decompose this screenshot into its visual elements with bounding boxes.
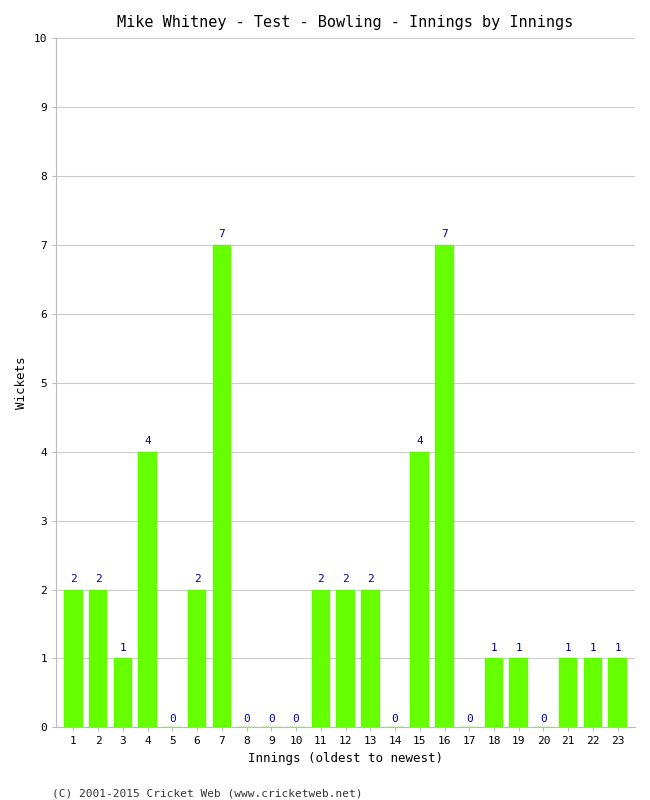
Bar	[138, 452, 157, 727]
Text: 1: 1	[590, 643, 596, 653]
Text: 1: 1	[491, 643, 497, 653]
Bar	[436, 245, 454, 727]
Title: Mike Whitney - Test - Bowling - Innings by Innings: Mike Whitney - Test - Bowling - Innings …	[118, 15, 574, 30]
Bar	[361, 590, 380, 727]
Text: 0: 0	[466, 714, 473, 724]
Text: 0: 0	[169, 714, 176, 724]
Text: 1: 1	[614, 643, 621, 653]
Bar	[311, 590, 330, 727]
Bar	[114, 658, 132, 727]
Bar	[485, 658, 503, 727]
Text: 4: 4	[417, 436, 423, 446]
Text: (C) 2001-2015 Cricket Web (www.cricketweb.net): (C) 2001-2015 Cricket Web (www.cricketwe…	[52, 788, 363, 798]
Text: 2: 2	[317, 574, 324, 584]
Text: 1: 1	[515, 643, 522, 653]
Text: 1: 1	[120, 643, 126, 653]
Text: 2: 2	[95, 574, 101, 584]
Text: 7: 7	[441, 230, 448, 239]
Text: 0: 0	[268, 714, 275, 724]
Bar	[584, 658, 602, 727]
Bar	[608, 658, 627, 727]
Bar	[213, 245, 231, 727]
Text: 2: 2	[194, 574, 200, 584]
X-axis label: Innings (oldest to newest): Innings (oldest to newest)	[248, 752, 443, 765]
Y-axis label: Wickets: Wickets	[15, 357, 28, 409]
Bar	[188, 590, 207, 727]
Text: 0: 0	[540, 714, 547, 724]
Text: 2: 2	[367, 574, 374, 584]
Bar	[510, 658, 528, 727]
Text: 4: 4	[144, 436, 151, 446]
Bar	[89, 590, 107, 727]
Text: 1: 1	[565, 643, 571, 653]
Text: 0: 0	[292, 714, 300, 724]
Bar	[559, 658, 577, 727]
Bar	[336, 590, 355, 727]
Text: 0: 0	[243, 714, 250, 724]
Text: 0: 0	[392, 714, 398, 724]
Text: 2: 2	[342, 574, 349, 584]
Text: 7: 7	[218, 230, 225, 239]
Text: 2: 2	[70, 574, 77, 584]
Bar	[411, 452, 429, 727]
Bar	[64, 590, 83, 727]
